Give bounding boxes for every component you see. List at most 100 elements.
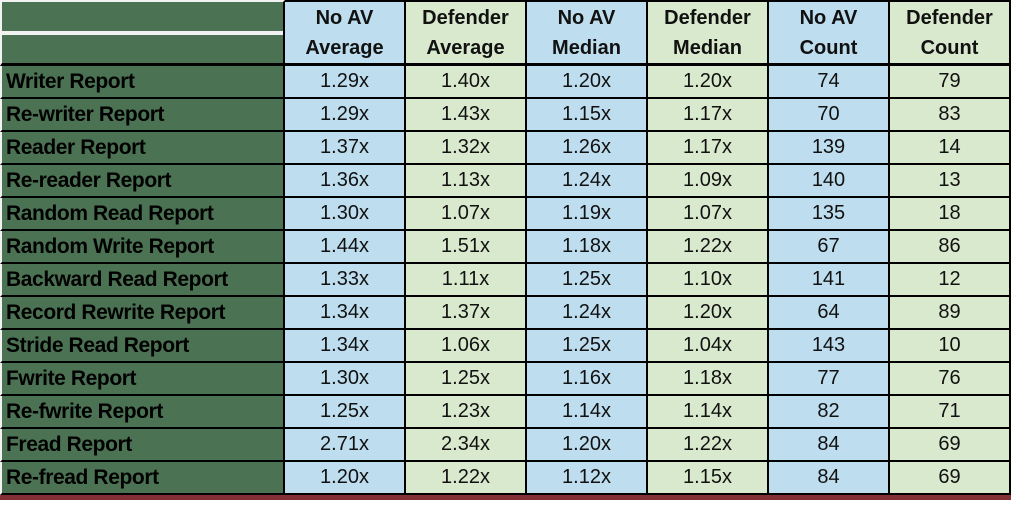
data-cell-defender-count: 10 xyxy=(890,330,1011,363)
table-row-writer-report: Writer Report 1.29x 1.40x 1.20x 1.20x 74 79 xyxy=(0,66,1011,99)
table-body: Writer Report 1.29x 1.40x 1.20x 1.20x 74 79 Re-… xyxy=(0,66,1011,495)
data-cell-defender-average: 1.23x xyxy=(406,396,527,429)
row-label: Fread Report xyxy=(0,429,285,462)
row-label: Backward Read Report xyxy=(0,264,285,297)
column-header-line: Median xyxy=(552,36,621,59)
column-header-line: Average xyxy=(426,36,505,59)
data-cell-defender-count: 83 xyxy=(890,99,1011,132)
row-label: Writer Report xyxy=(0,66,285,99)
data-cell-defender-median: 1.14x xyxy=(648,396,769,429)
data-cell-defender-median: 1.04x xyxy=(648,330,769,363)
data-cell-defender-median: 1.22x xyxy=(648,429,769,462)
table-row-random-read-report: Random Read Report 1.30x 1.07x 1.19x 1.07x 13… xyxy=(0,198,1011,231)
row-label: Record Rewrite Report xyxy=(0,297,285,330)
data-cell-defender-average: 1.07x xyxy=(406,198,527,231)
row-label: Re-fwrite Report xyxy=(0,396,285,429)
data-cell-no-av-count: 64 xyxy=(769,297,890,330)
data-cell-no-av-count: 84 xyxy=(769,462,890,495)
data-cell-no-av-count: 74 xyxy=(769,66,890,99)
data-cell-defender-median: 1.20x xyxy=(648,297,769,330)
data-cell-no-av-count: 82 xyxy=(769,396,890,429)
data-cell-defender-median: 1.20x xyxy=(648,66,769,99)
column-header-no-av-count: No AV Count xyxy=(769,0,890,66)
data-cell-no-av-count: 135 xyxy=(769,198,890,231)
data-cell-no-av-average: 1.37x xyxy=(285,132,406,165)
data-cell-no-av-median: 1.24x xyxy=(527,165,648,198)
table-row-reader-report: Reader Report 1.37x 1.32x 1.26x 1.17x 139 14 xyxy=(0,132,1011,165)
data-cell-defender-median: 1.18x xyxy=(648,363,769,396)
data-cell-defender-average: 1.13x xyxy=(406,165,527,198)
row-label: Re-writer Report xyxy=(0,99,285,132)
data-cell-no-av-median: 1.14x xyxy=(527,396,648,429)
data-cell-no-av-median: 1.19x xyxy=(527,198,648,231)
data-cell-defender-average: 1.06x xyxy=(406,330,527,363)
bottom-maroon-rule xyxy=(0,495,1011,500)
row-label: Random Read Report xyxy=(0,198,285,231)
data-cell-no-av-average: 1.30x xyxy=(285,363,406,396)
data-cell-no-av-average: 1.44x xyxy=(285,231,406,264)
header-corner-cell xyxy=(0,0,285,66)
column-header-line: Count xyxy=(920,36,979,59)
table-row-fwrite-report: Fwrite Report 1.30x 1.25x 1.16x 1.18x 77 76 xyxy=(0,363,1011,396)
data-cell-no-av-median: 1.25x xyxy=(527,330,648,363)
data-cell-no-av-average: 1.20x xyxy=(285,462,406,495)
data-cell-defender-count: 13 xyxy=(890,165,1011,198)
data-cell-defender-median: 1.15x xyxy=(648,462,769,495)
data-cell-defender-count: 89 xyxy=(890,297,1011,330)
data-cell-defender-median: 1.10x xyxy=(648,264,769,297)
data-cell-defender-count: 76 xyxy=(890,363,1011,396)
data-cell-no-av-count: 84 xyxy=(769,429,890,462)
data-cell-no-av-average: 1.34x xyxy=(285,297,406,330)
column-header-line: Defender xyxy=(664,6,751,29)
row-label: Re-reader Report xyxy=(0,165,285,198)
data-cell-defender-average: 1.40x xyxy=(406,66,527,99)
table-row-re-fread-report: Re-fread Report 1.20x 1.22x 1.12x 1.15x 84 69 xyxy=(0,462,1011,495)
table-header: No AV Average Defender Average No AV Median De… xyxy=(0,0,1011,66)
data-cell-no-av-count: 141 xyxy=(769,264,890,297)
data-cell-no-av-median: 1.24x xyxy=(527,297,648,330)
column-header-line: Average xyxy=(305,36,384,59)
column-header-line: No AV xyxy=(557,6,616,29)
data-cell-no-av-median: 1.20x xyxy=(527,429,648,462)
data-cell-no-av-average: 1.34x xyxy=(285,330,406,363)
data-cell-defender-median: 1.17x xyxy=(648,99,769,132)
column-header-line: Defender xyxy=(906,6,993,29)
data-cell-no-av-median: 1.15x xyxy=(527,99,648,132)
data-cell-no-av-median: 1.26x xyxy=(527,132,648,165)
column-header-line: No AV xyxy=(799,6,858,29)
data-cell-no-av-count: 143 xyxy=(769,330,890,363)
data-cell-defender-average: 1.37x xyxy=(406,297,527,330)
data-cell-defender-count: 12 xyxy=(890,264,1011,297)
column-header-line: Median xyxy=(673,36,742,59)
column-header-line: Count xyxy=(799,36,858,59)
data-cell-no-av-average: 1.36x xyxy=(285,165,406,198)
row-label: Stride Read Report xyxy=(0,330,285,363)
data-cell-no-av-average: 1.30x xyxy=(285,198,406,231)
data-cell-defender-average: 1.22x xyxy=(406,462,527,495)
table-row-re-writer-report: Re-writer Report 1.29x 1.43x 1.15x 1.17x 70 83 xyxy=(0,99,1011,132)
column-header-no-av-average: No AV Average xyxy=(285,0,406,66)
column-header-line: Defender xyxy=(422,6,509,29)
table-row-fread-report: Fread Report 2.71x 2.34x 1.20x 1.22x 84 69 xyxy=(0,429,1011,462)
data-cell-no-av-median: 1.20x xyxy=(527,66,648,99)
table-row-random-write-report: Random Write Report 1.44x 1.51x 1.18x 1.22x 6… xyxy=(0,231,1011,264)
data-cell-no-av-average: 1.25x xyxy=(285,396,406,429)
table-row-stride-read-report: Stride Read Report 1.34x 1.06x 1.25x 1.04x 14… xyxy=(0,330,1011,363)
data-cell-defender-median: 1.09x xyxy=(648,165,769,198)
data-cell-defender-median: 1.22x xyxy=(648,231,769,264)
data-cell-no-av-count: 67 xyxy=(769,231,890,264)
data-cell-no-av-median: 1.18x xyxy=(527,231,648,264)
table-row-re-reader-report: Re-reader Report 1.36x 1.13x 1.24x 1.09x 140 1… xyxy=(0,165,1011,198)
data-cell-no-av-count: 77 xyxy=(769,363,890,396)
data-cell-no-av-average: 1.29x xyxy=(285,99,406,132)
row-label: Reader Report xyxy=(0,132,285,165)
data-cell-no-av-average: 1.33x xyxy=(285,264,406,297)
column-header-line: No AV xyxy=(315,6,374,29)
data-cell-defender-count: 18 xyxy=(890,198,1011,231)
data-cell-no-av-median: 1.25x xyxy=(527,264,648,297)
data-cell-no-av-average: 2.71x xyxy=(285,429,406,462)
table-row-record-rewrite-report: Record Rewrite Report 1.34x 1.37x 1.24x 1.20… xyxy=(0,297,1011,330)
data-cell-defender-count: 86 xyxy=(890,231,1011,264)
table-row-re-fwrite-report: Re-fwrite Report 1.25x 1.23x 1.14x 1.14x 82 71 xyxy=(0,396,1011,429)
column-header-defender-count: Defender Count xyxy=(890,0,1011,66)
